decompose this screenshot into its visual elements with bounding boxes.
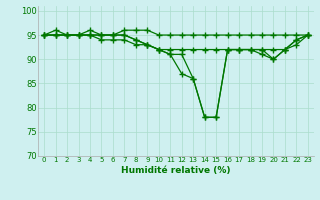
X-axis label: Humidité relative (%): Humidité relative (%)	[121, 166, 231, 175]
